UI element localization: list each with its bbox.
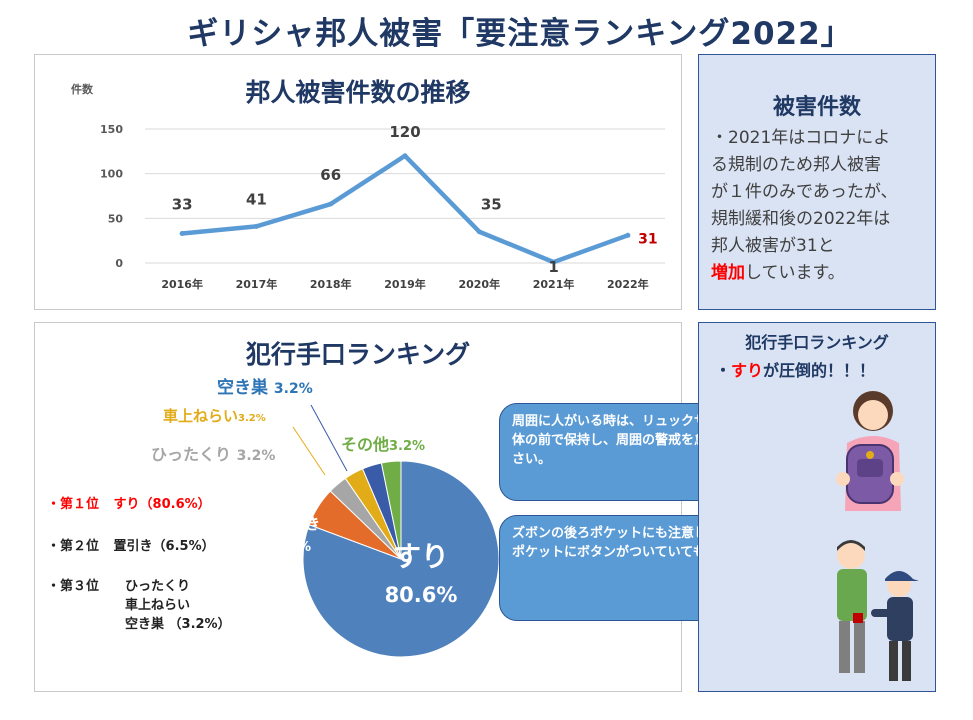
label-other-pct: 3.2% [389,439,426,454]
data-point [179,231,185,237]
label-other-name: その他 [341,435,390,454]
label-shajo: 車上ねらい3.2% [163,405,266,426]
x-tick-label: 2016年 [161,277,203,291]
y-axis-label: 件数 [71,82,94,96]
leader-line-shajo [292,426,326,476]
label-akisu-pct: 3.2% [273,381,313,397]
rank-second: ・第２位 置引き（6.5%） [47,535,215,554]
page-title: ギリシャ邦人被害「要注意ランキング2022」 [187,16,853,52]
damage-line-1: ・2021年はコロナによ [711,128,891,148]
pie-chart [292,404,500,658]
y-tick-label: 150 [100,123,123,136]
data-label: 31 [638,231,657,247]
line-chart-panel: 邦人被害件数の推移 件数 0 50 100 150 2016年 2017年 2018年 2019… [34,54,682,310]
x-tick-label: 2021年 [533,277,575,291]
damage-line-5: 邦人被害が31と [711,236,835,256]
data-label: 41 [246,190,267,208]
x-tick-label: 2022年 [607,277,649,291]
method-panel-heading: 犯行手口ランキング [745,333,889,352]
line-chart-title: 邦人被害件数の推移 [245,78,471,107]
pie-chart-panel: 犯行手口ランキング ・第１位 すり（80.6%） ・第２位 置引き（6.5%） … [34,322,799,692]
label-okibiki-pct: 6.5% [275,540,312,555]
rank-second-value: 置引き（6.5%） [113,539,215,554]
damage-line-2: る規制のため邦人被害 [711,155,881,175]
method-sub-emph: すり [731,361,764,380]
damage-line-4: 規制緩和後の2022年は [711,209,891,229]
method-panel-sub: ・すりが圧倒的！！！ [715,357,935,381]
data-point [253,223,259,229]
damage-count-text: ・2021年はコロナによ る規制のため邦人被害 が１件のみであったが、 規制緩和… [711,125,923,287]
data-point [551,259,557,265]
data-label: 66 [320,166,341,184]
increase-emphasis: 増加 [711,263,745,283]
label-hittakuri-pct: 3.2% [236,448,276,464]
leader-line-akisu [310,404,348,472]
label-suri-name: すり [392,540,449,573]
y-tick-label: 50 [108,212,124,225]
damage-line-6: 増加しています。 [711,260,923,287]
y-tick-label: 0 [115,257,123,270]
pie-chart-title: 犯行手口ランキング [245,340,471,369]
data-label: 1 [548,258,558,276]
woman-with-backpack-illustration [836,391,904,511]
rank-third-line-2: 車上ねらい [125,598,191,613]
label-shajo-name: 車上ねらい [163,407,239,425]
x-tick-label: 2018年 [310,277,352,291]
data-label: 33 [172,196,193,214]
method-sub-prefix: ・ [715,361,732,380]
data-label: 35 [481,196,502,214]
label-okibiki: 置引き 6.5% [275,513,320,555]
x-tick-label: 2019年 [384,277,426,291]
data-point [402,153,408,159]
label-hittakuri: ひったくり 3.2% [151,441,275,465]
rank-first: ・第１位 すり（80.6%） [47,493,211,512]
rank-third-line-1: ひったくり [125,579,191,594]
label-akisu-name: 空き巣 [217,378,268,398]
label-shajo-pct: 3.2% [238,413,266,424]
damage-count-panel: 被害件数 ・2021年はコロナによ る規制のため邦人被害 が１件のみであったが、… [698,54,936,310]
method-sub-rest: が圧倒的！！！ [763,361,876,380]
x-tick-label: 2017年 [236,277,278,291]
pickpocket-illustration [837,540,919,681]
damage-line-3: が１件のみであったが、 [711,182,898,202]
x-tick-label: 2020年 [458,277,500,291]
method-panel: 犯行手口ランキング ・すりが圧倒的！！！ [698,322,936,692]
y-tick-label: 100 [100,168,123,181]
label-okibiki-name: 置引き [275,515,321,533]
ranking-list: ・第１位 すり（80.6%） ・第２位 置引き（6.5%） ・第３位 ひったくり… [47,493,287,643]
rank-first-value: すり（80.6%） [113,497,211,512]
damage-count-heading: 被害件数 [772,95,861,120]
label-suri: すり 80.6% [381,535,461,607]
data-label: 120 [389,123,420,141]
series-line [179,153,631,265]
data-point [328,201,334,207]
data-point [625,232,631,238]
pie-slice [380,460,402,560]
rank-second-label: ・第２位 [47,539,100,554]
rank-third-label: ・第３位 [47,579,100,594]
rank-first-label: ・第１位 [47,497,100,512]
rank-third-line-3: 空き巣 （3.2%） [125,617,231,632]
line-chart: 件数 0 50 100 150 2016年 2017年 2018年 2019年 2020年 2021… [71,82,665,291]
label-hittakuri-name: ひったくり [151,445,232,464]
label-akisu: 空き巣 3.2% [217,373,313,398]
label-suri-pct: 80.6% [384,583,458,607]
label-other: その他3.2% [341,431,425,455]
damage-line-6-rest: しています。 [745,263,845,283]
data-point [476,229,482,235]
